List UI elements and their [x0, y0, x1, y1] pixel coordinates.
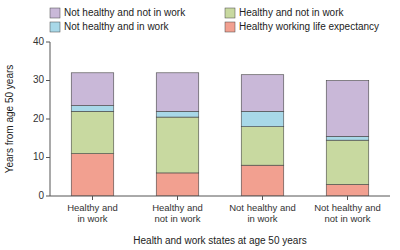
- legend-swatch: [50, 8, 60, 18]
- legend-label: Healthy and not in work: [239, 7, 345, 18]
- bar-segment: [156, 173, 199, 196]
- bars: [71, 73, 369, 196]
- x-axis: [50, 196, 390, 197]
- bar-segment: [156, 73, 199, 112]
- bar-segment: [71, 154, 114, 196]
- x-tick-label: Healthy andnot in work: [152, 202, 203, 224]
- chart: 010203040Healthy andin workHealthy andno…: [0, 0, 400, 250]
- bar-segment: [326, 184, 369, 196]
- chart-container: 010203040Healthy andin workHealthy andno…: [0, 0, 400, 250]
- y-tick: [46, 80, 50, 81]
- y-tick-label: 10: [33, 151, 45, 162]
- bar-segment: [156, 117, 199, 173]
- legend-swatch: [225, 8, 235, 18]
- y-tick-label: 0: [38, 190, 44, 201]
- bar-segment: [326, 81, 369, 137]
- bar-segment: [71, 73, 114, 106]
- bar-segment: [326, 136, 369, 140]
- legend: Not healthy and not in work Not healthy a…: [50, 7, 379, 32]
- x-tick: [92, 196, 93, 200]
- bar-segment: [241, 127, 284, 166]
- x-tick-label-line: Not healthy and: [314, 202, 381, 213]
- legend-swatch: [50, 22, 60, 32]
- x-tick-label-line: Not healthy and: [229, 202, 296, 213]
- x-tick-label-line: in work: [77, 213, 107, 224]
- bar-segment: [241, 111, 284, 126]
- bar-segment: [241, 165, 284, 196]
- y-axis-label: Years from age 50 years: [4, 65, 15, 174]
- y-tick: [46, 119, 50, 120]
- x-tick: [262, 196, 263, 200]
- x-tick-label-line: in work: [247, 213, 277, 224]
- legend-label: Not healthy and in work: [64, 21, 170, 32]
- x-axis-label: Health and work states at age 50 years: [133, 235, 306, 246]
- x-tick-label: Not healthy andnot in work: [314, 202, 381, 224]
- x-tick-label-line: not in work: [325, 213, 371, 224]
- x-tick-label: Healthy andin work: [67, 202, 118, 224]
- bar-segment: [241, 75, 284, 112]
- y-tick: [46, 196, 50, 197]
- x-tick: [177, 196, 178, 200]
- x-tick-label-line: not in work: [155, 213, 201, 224]
- bar-segment: [71, 111, 114, 153]
- bar-segment: [326, 140, 369, 184]
- legend-swatch: [225, 22, 235, 32]
- y-tick: [46, 42, 50, 43]
- y-tick: [46, 157, 50, 158]
- x-tick-label-line: Healthy and: [152, 202, 203, 213]
- bar-segment: [156, 111, 199, 117]
- bar-segment: [71, 106, 114, 112]
- legend-label: Not healthy and not in work: [64, 7, 186, 18]
- y-tick-label: 40: [33, 36, 45, 47]
- y-tick-label: 30: [33, 74, 45, 85]
- x-tick-label-line: Healthy and: [67, 202, 118, 213]
- x-tick-label: Not healthy andin work: [229, 202, 296, 224]
- y-tick-label: 20: [33, 113, 45, 124]
- legend-label: Healthy working life expectancy: [239, 21, 379, 32]
- x-tick: [347, 196, 348, 200]
